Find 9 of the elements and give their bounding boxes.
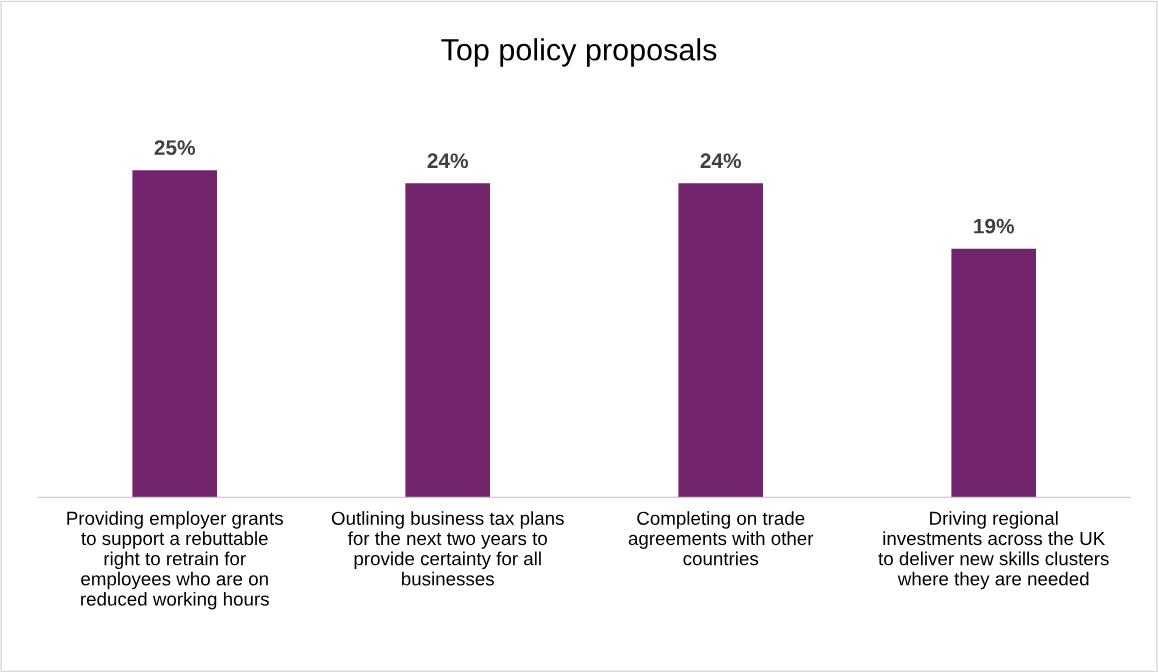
data-label: 24%: [427, 153, 469, 169]
data-label: 25%: [154, 140, 196, 156]
x-tick-label: Providing employer grants to support a rebuttable right to retrain for employees who are on reduced working hours: [67, 511, 283, 610]
data-label: 19%: [974, 218, 1015, 234]
data-label: 24%: [700, 153, 742, 169]
chart-title: Top policy proposals: [441, 38, 717, 67]
x-tick-label: Outlining business tax plans for the next two years to provide certainty for all businesses: [331, 511, 564, 586]
x-tick-label: Completing on trade agreements with other countries: [628, 511, 814, 566]
x-tick-label: Driving regional investments across the UK to deliver new skills clusters where they are needed: [878, 511, 1109, 590]
